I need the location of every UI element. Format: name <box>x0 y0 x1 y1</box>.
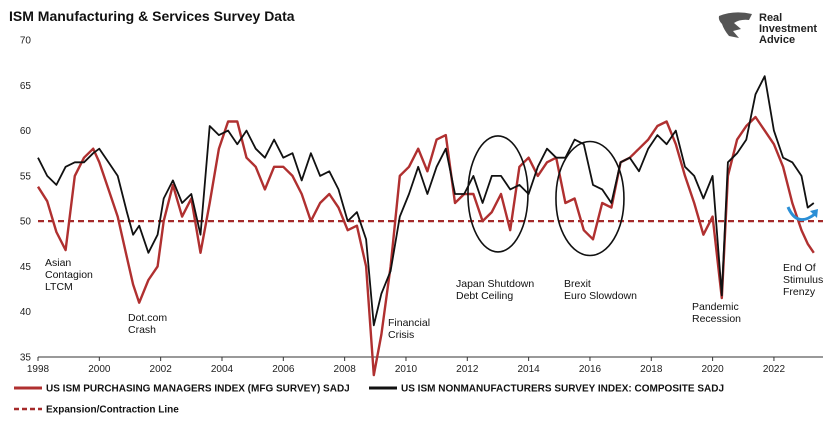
x-tick-label: 2008 <box>334 364 357 375</box>
x-tick-label: 2006 <box>272 364 295 375</box>
brand-text-line: Investment <box>759 23 817 35</box>
annotation-text: Brexit <box>564 278 591 290</box>
x-tick-label: 2004 <box>211 364 234 375</box>
legend-label: Expansion/Contraction Line <box>46 405 179 416</box>
y-tick-label: 70 <box>20 36 32 47</box>
legend-label: US ISM NONMANUFACTURERS SURVEY INDEX: CO… <box>401 384 724 395</box>
annotation-text: Contagion <box>45 269 93 281</box>
annotation-text: Recession <box>692 313 741 325</box>
annotation-text: End Of <box>783 262 816 274</box>
rebound-arrow <box>786 206 816 222</box>
x-tick-label: 2010 <box>395 364 418 375</box>
y-tick-label: 35 <box>20 353 32 364</box>
y-tick-label: 60 <box>20 126 32 137</box>
y-tick-label: 50 <box>20 217 32 228</box>
annotation-text: Euro Slowdown <box>564 290 637 302</box>
brand-text-line: Advice <box>759 34 795 46</box>
annotation-text: Stimulus <box>783 274 823 286</box>
annotation-text: Crisis <box>388 329 414 341</box>
series-line-ism-manufacturing <box>36 115 815 377</box>
x-tick-label: 2000 <box>88 364 111 375</box>
x-tick-label: 1998 <box>27 364 50 375</box>
annotation-text: Frenzy <box>783 286 816 298</box>
annotation-text: Pandemic <box>692 301 739 313</box>
x-tick-label: 2016 <box>579 364 602 375</box>
series-line-ism-nonmanufacturing <box>37 75 815 327</box>
legend: US ISM PURCHASING MANAGERS INDEX (MFG SU… <box>14 384 724 416</box>
x-tick-label: 2020 <box>701 364 724 375</box>
legend-label: US ISM PURCHASING MANAGERS INDEX (MFG SU… <box>46 384 350 395</box>
highlight-ellipse <box>555 140 625 257</box>
x-tick-label: 2014 <box>518 364 541 375</box>
annotation-text: Crash <box>128 324 156 336</box>
eagle-icon <box>718 12 752 38</box>
highlight-ellipse <box>467 135 529 253</box>
brand-text-line: Real <box>759 12 782 24</box>
arrow-head-icon <box>810 209 818 218</box>
annotation-text: Dot.com <box>128 312 167 324</box>
annotation-text: Japan Shutdown <box>456 278 534 290</box>
y-tick-label: 65 <box>20 81 32 92</box>
y-tick-label: 45 <box>20 262 32 273</box>
x-tick-label: 2002 <box>150 364 173 375</box>
annotation-text: LTCM <box>45 281 73 293</box>
x-tick-label: 2012 <box>456 364 479 375</box>
annotation-text: Financial <box>388 317 430 329</box>
chart-title: ISM Manufacturing & Services Survey Data <box>9 8 295 24</box>
x-tick-label: 2018 <box>640 364 663 375</box>
y-tick-label: 55 <box>20 171 32 182</box>
annotation-text: Debt Ceiling <box>456 290 513 302</box>
annotation-text: Asian <box>45 257 71 269</box>
y-tick-label: 40 <box>20 307 32 318</box>
x-tick-label: 2022 <box>763 364 786 375</box>
